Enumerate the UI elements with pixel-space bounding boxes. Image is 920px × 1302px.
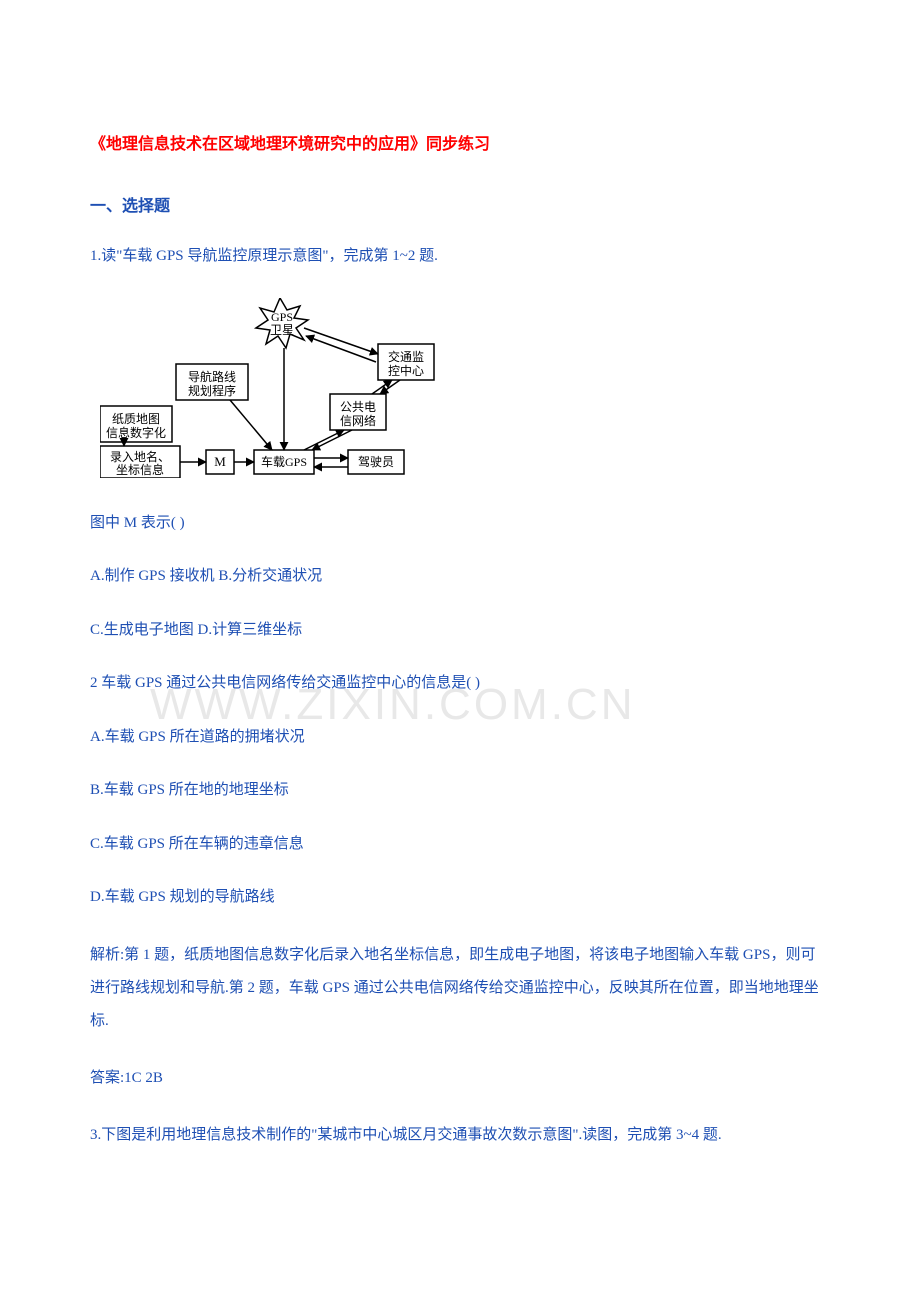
node-gps-sat-line1: GPS [271, 309, 293, 323]
section-heading: 一、选择题 [90, 192, 830, 216]
node-net-line1: 公共电 [340, 399, 376, 413]
node-paper-line1: 纸质地图 [112, 411, 160, 425]
document-content: 《地理信息技术在区域地理环境研究中的应用》同步练习 一、选择题 1.读"车载 G… [90, 130, 830, 1152]
document-title: 《地理信息技术在区域地理环境研究中的应用》同步练习 [90, 130, 830, 154]
gps-diagram: GPS 卫星 交通监 控中心 导航路线 规划程序 公共电 信网络 纸质地图 信息… [100, 298, 830, 483]
node-driver: 驾驶员 [358, 453, 394, 468]
node-car: 车载GPS [261, 453, 307, 468]
node-paper-line2: 信息数字化 [106, 424, 166, 439]
node-input-line1: 录入地名、 [110, 448, 170, 463]
node-nav-line1: 导航路线 [188, 368, 236, 383]
question-2-option-b: B.车载 GPS 所在地的地理坐标 [90, 778, 830, 804]
node-net-line2: 信网络 [340, 412, 376, 427]
explanation-1-2: 解析:第 1 题，纸质地图信息数字化后录入地名坐标信息，即生成电子地图，将该电子… [90, 939, 830, 1038]
node-nav-line2: 规划程序 [188, 382, 236, 397]
node-gps-sat-line2: 卫星 [270, 322, 294, 336]
question-2-stem: 2 车载 GPS 通过公共电信网络传给交通监控中心的信息是( ) [90, 671, 830, 697]
question-1-stem: 图中 M 表示( ) [90, 511, 830, 537]
node-center-line2: 控中心 [388, 362, 424, 377]
question-1-intro: 1.读"车载 GPS 导航监控原理示意图"，完成第 1~2 题. [90, 244, 830, 270]
question-3-intro: 3.下图是利用地理信息技术制作的"某城市中心城区月交通事故次数示意图".读图，完… [90, 1119, 830, 1152]
question-2-option-d: D.车载 GPS 规划的导航路线 [90, 885, 830, 911]
question-1-option-cd: C.生成电子地图 D.计算三维坐标 [90, 618, 830, 644]
gps-diagram-svg: GPS 卫星 交通监 控中心 导航路线 规划程序 公共电 信网络 纸质地图 信息… [100, 298, 440, 478]
node-input-line2: 坐标信息 [116, 461, 164, 476]
node-center-line1: 交通监 [388, 348, 424, 363]
question-2-option-a: A.车载 GPS 所在道路的拥堵状况 [90, 725, 830, 751]
answer-1-2: 答案:1C 2B [90, 1066, 830, 1092]
node-m: M [214, 453, 226, 468]
question-1-option-ab: A.制作 GPS 接收机 B.分析交通状况 [90, 564, 830, 590]
question-2-option-c: C.车载 GPS 所在车辆的违章信息 [90, 832, 830, 858]
